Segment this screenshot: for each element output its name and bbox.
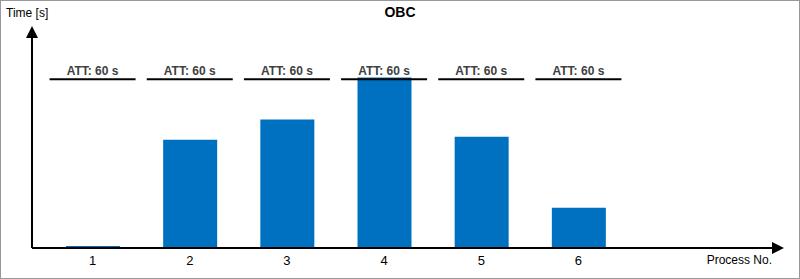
svg-text:4: 4 [380, 253, 387, 268]
svg-text:OBC: OBC [384, 4, 415, 20]
svg-text:6: 6 [575, 253, 582, 268]
svg-text:1: 1 [89, 253, 96, 268]
svg-text:ATT: 60 s: ATT: 60 s [261, 64, 313, 78]
svg-text:ATT: 60 s: ATT: 60 s [553, 64, 605, 78]
svg-text:Process No.: Process No. [707, 253, 772, 267]
svg-text:ATT: 60 s: ATT: 60 s [358, 64, 410, 78]
svg-text:ATT: 60 s: ATT: 60 s [164, 64, 216, 78]
svg-text:3: 3 [283, 253, 290, 268]
svg-text:ATT: 60 s: ATT: 60 s [455, 64, 507, 78]
svg-text:ATT: 60 s: ATT: 60 s [67, 64, 119, 78]
svg-text:2: 2 [186, 253, 193, 268]
svg-text:5: 5 [478, 253, 485, 268]
svg-text:Time [s]: Time [s] [8, 6, 48, 20]
